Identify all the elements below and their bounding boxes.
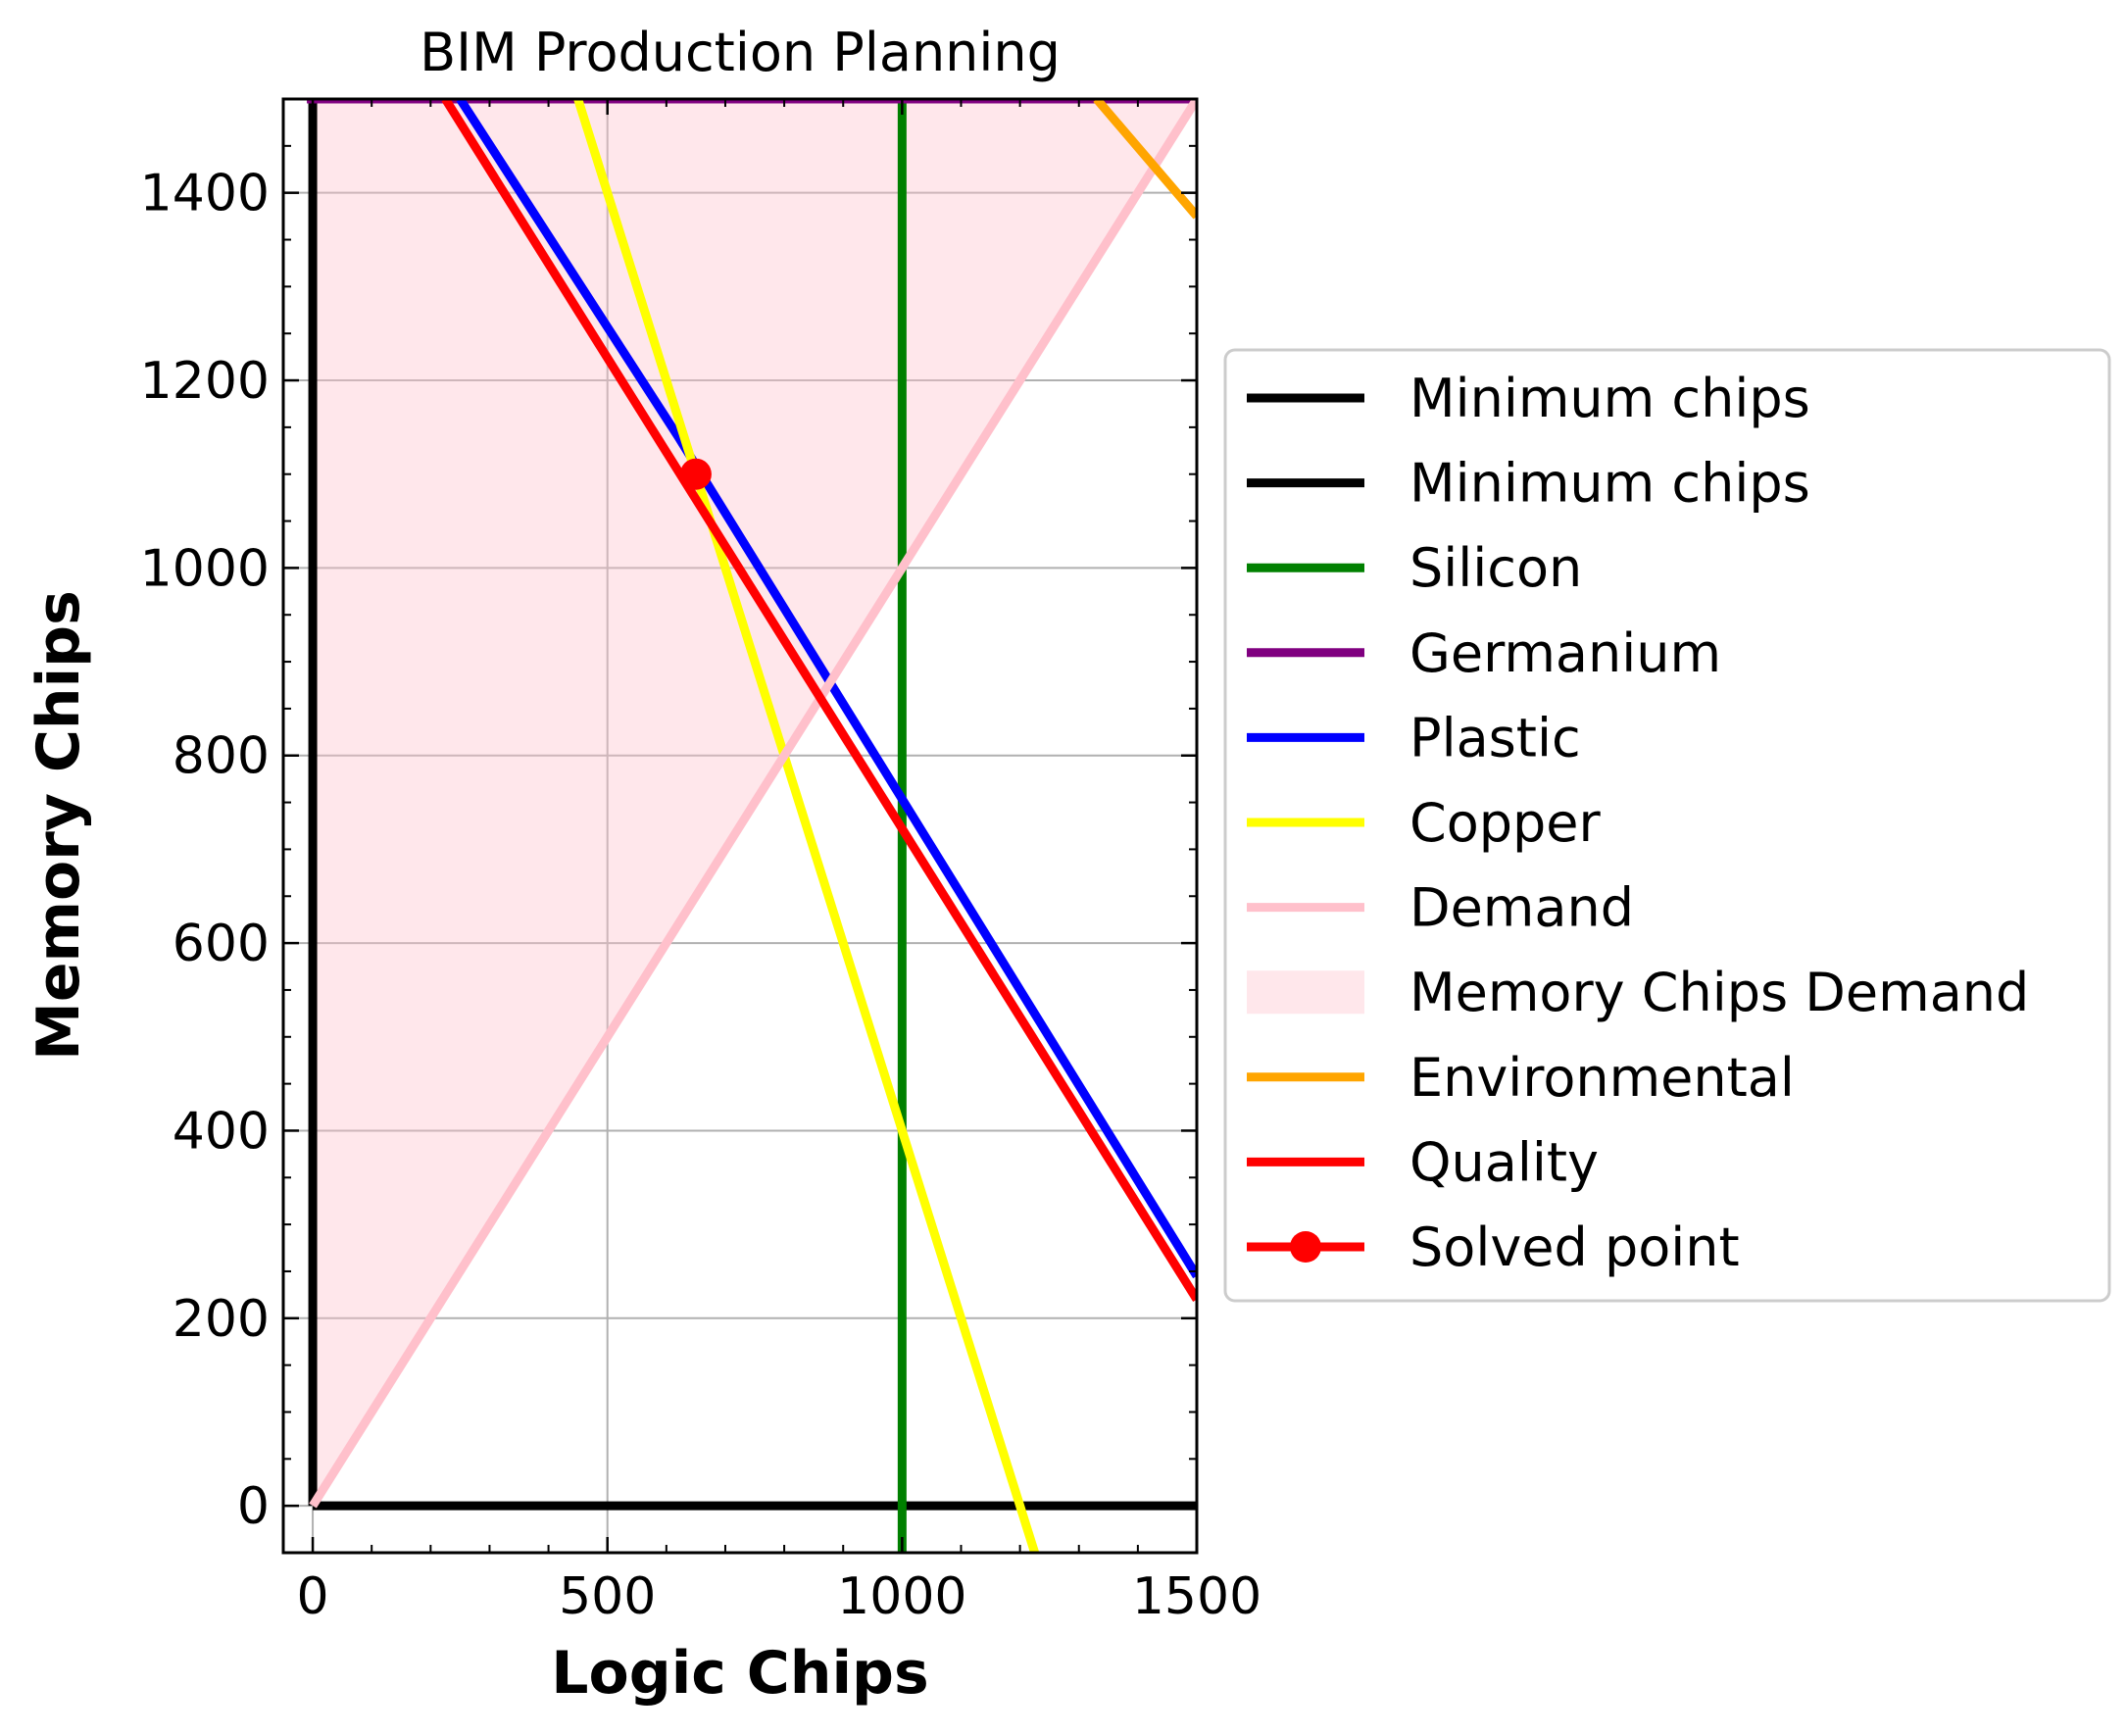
y-tick-label: 1400 [140, 165, 270, 223]
legend-box [1223, 348, 2111, 1303]
legend-label: Plastic [1409, 707, 1581, 769]
x-tick-label: 1000 [837, 1567, 966, 1626]
y-tick-label: 400 [173, 1102, 270, 1161]
solved-point-marker [679, 458, 712, 490]
y-tick-label: 0 [237, 1477, 270, 1536]
legend-label: Demand [1409, 877, 1634, 939]
y-tick-label: 1000 [140, 539, 270, 598]
plastic-line [456, 99, 1197, 1279]
copper-line [573, 99, 1039, 1553]
x-tick-label: 500 [559, 1567, 656, 1626]
legend-label: Copper [1409, 792, 1602, 854]
y-axis-label: Memory Chips [25, 590, 93, 1061]
y-tick-label: 200 [173, 1290, 270, 1349]
y-tick-label: 600 [173, 915, 270, 973]
demand-line [309, 99, 1197, 1509]
legend-swatch-fill [1247, 970, 1364, 1015]
legend-label: Minimum chips [1409, 453, 1810, 515]
x-axis-label: Logic Chips [551, 1639, 928, 1708]
legend-label: Solved point [1409, 1216, 1740, 1278]
x-tick-label: 0 [297, 1567, 329, 1626]
y-tick-label: 1200 [140, 352, 270, 411]
legend-label: Environmental [1409, 1047, 1795, 1109]
y-tick-label: 800 [173, 727, 270, 786]
environmental-line [1093, 99, 1197, 220]
legend-label: Silicon [1409, 537, 1582, 599]
quality-line [441, 99, 1197, 1303]
legend-label: Quality [1409, 1131, 1599, 1193]
legend: Minimum chips Minimum chips Silicon Germani… [1223, 348, 2111, 1303]
ticks: 0 500 1000 1500 0 200 400 600 800 1000 1200 1400 [140, 98, 1261, 1626]
plot-frame [281, 97, 1199, 1555]
legend-swatch-marker [1290, 1231, 1321, 1263]
chart-title: BIM Production Planning [420, 22, 1061, 83]
legend-label: Germanium [1409, 622, 1721, 684]
series-layer [307, 99, 1197, 1553]
legend-label: Minimum chips [1409, 368, 1810, 429]
x-tick-label: 1500 [1132, 1567, 1261, 1626]
legend-label: Memory Chips Demand [1409, 962, 2029, 1023]
